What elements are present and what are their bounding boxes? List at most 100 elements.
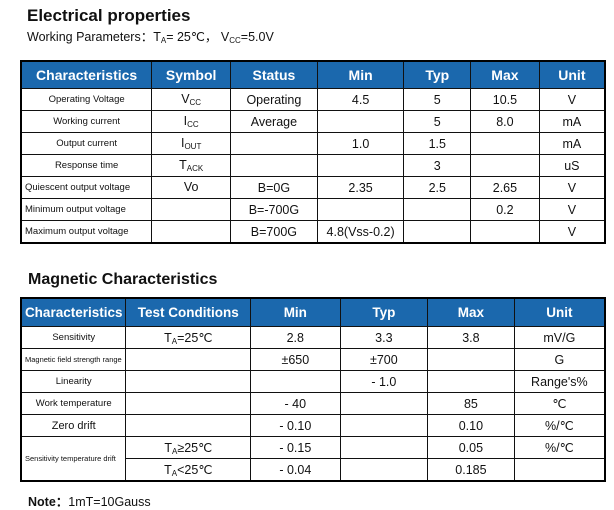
column-header: Max: [427, 297, 515, 327]
table-row: Sensitivity TA=25℃ 2.8 3.3 3.8 mV/G: [20, 326, 606, 349]
unit-cell: V: [538, 88, 606, 111]
test-condition: [125, 348, 252, 371]
unit-cell: V: [538, 220, 606, 244]
status-cell: Average: [230, 110, 318, 133]
unit-cell: V: [538, 176, 606, 199]
symbol: ICC: [151, 110, 232, 133]
test-condition: [125, 414, 252, 437]
max-cell: 85: [427, 392, 515, 415]
typ-cell: [339, 392, 429, 415]
working-parameters: Working Parameters：TA= 25℃， VCC=5.0V: [27, 26, 274, 45]
max-cell: [470, 132, 540, 155]
table-row: TA<25℃ - 0.04 0.185: [21, 458, 606, 482]
symbol-sub: CC: [187, 120, 199, 129]
cond-sub: A: [171, 468, 178, 478]
symbol-sub: ACK: [186, 164, 204, 173]
status-cell: B=700G: [230, 220, 318, 244]
table-row: Response time TACK 3 uS: [20, 154, 606, 177]
note-label: Note：: [28, 495, 69, 509]
characteristic: Zero drift: [20, 414, 127, 437]
max-cell: 0.2: [470, 198, 540, 221]
table-row: Maximum output voltage B=700G 4.8(Vss-0.2)…: [20, 220, 606, 244]
min-cell: 4.8(Vss-0.2): [316, 220, 405, 244]
ta: T: [153, 30, 161, 44]
symbol-main: I: [183, 114, 188, 128]
min-cell: 2.8: [250, 326, 341, 349]
characteristic: Work temperature: [20, 392, 127, 415]
table-row: Operating Voltage VCC Operating 4.5 5 10.5 V: [20, 88, 606, 111]
typ-cell: 1.5: [403, 132, 472, 155]
table-row: Output current IOUT 1.0 1.5 mA: [20, 132, 606, 155]
typ-cell: [403, 220, 472, 244]
max-cell: 0.185: [427, 458, 515, 482]
min-cell: [316, 154, 405, 177]
test-condition: TA≥25℃: [125, 436, 252, 459]
symbol: [151, 198, 232, 221]
column-header: Min: [250, 297, 341, 327]
characteristic: Sensitivity: [20, 326, 127, 349]
table-row: Zero drift - 0.10 0.10 %/℃: [20, 414, 606, 437]
table-row: Minimum output voltage B=-700G 0.2 V: [20, 198, 606, 221]
symbol: TACK: [151, 154, 232, 177]
typ-cell: 5: [403, 110, 472, 133]
min-cell: - 40: [250, 392, 341, 415]
note-text: 1mT=10Gauss: [68, 495, 151, 509]
min-cell: - 0.04: [250, 458, 341, 482]
cond-val: =25℃: [177, 330, 213, 345]
symbol-main: V: [181, 92, 190, 106]
unit-cell: %/℃: [513, 414, 606, 437]
min-cell: - 0.10: [250, 414, 341, 437]
ta-sub: A: [160, 36, 167, 45]
symbol-sub: CC: [189, 98, 202, 107]
symbol: VCC: [151, 88, 232, 111]
characteristic: Output current: [20, 132, 153, 155]
cond-main: T: [164, 440, 172, 455]
min-cell: 1.0: [316, 132, 405, 155]
column-header: Characteristics: [20, 297, 127, 327]
characteristic: Response time: [20, 154, 153, 177]
cond-main: T: [164, 330, 172, 345]
unit-cell: G: [513, 348, 606, 371]
vcc-sub: CC: [229, 36, 241, 45]
unit-cell: mA: [538, 110, 606, 133]
cond-val: ≥25℃: [177, 440, 213, 455]
symbol: [151, 220, 232, 244]
status-cell: B=-700G: [230, 198, 318, 221]
typ-cell: [403, 198, 472, 221]
typ-cell: 3.3: [339, 326, 429, 349]
status-cell: B=0G: [230, 176, 318, 199]
column-header: Min: [316, 60, 405, 89]
section-title-magnetic: Magnetic Characteristics: [28, 271, 218, 288]
max-cell: 0.10: [427, 414, 515, 437]
magnetic-table: Characteristics Test Conditions Min Typ Max U…: [20, 297, 606, 482]
test-condition: [125, 370, 252, 393]
column-header: Test Conditions: [125, 297, 252, 327]
max-cell: 2.65: [470, 176, 540, 199]
characteristic: Sensitivity temperature drift: [20, 436, 127, 482]
test-condition: TA=25℃: [125, 326, 252, 349]
test-condition: TA<25℃: [125, 458, 252, 482]
unit-cell: mA: [538, 132, 606, 155]
characteristic: Quiescent output voltage: [20, 176, 153, 199]
max-cell: 0.05: [427, 436, 515, 459]
max-cell: 10.5: [470, 88, 540, 111]
characteristic: Magnetic field strength range: [20, 348, 127, 371]
column-header: Symbol: [151, 60, 232, 89]
table-row: Sensitivity temperature drift TA≥25℃ - 0.1…: [20, 436, 606, 482]
column-header: Characteristics: [20, 60, 153, 89]
symbol-sub: OUT: [184, 142, 202, 151]
min-cell: 2.35: [316, 176, 405, 199]
status-cell: [230, 154, 318, 177]
column-header: Typ: [339, 297, 429, 327]
typ-cell: 3: [403, 154, 472, 177]
characteristic: Working current: [20, 110, 153, 133]
status-cell: [230, 132, 318, 155]
table-row: Work temperature - 40 85 ℃: [20, 392, 606, 415]
unit-cell: uS: [538, 154, 606, 177]
min-cell: [250, 370, 341, 393]
typ-cell: ±700: [339, 348, 429, 371]
table-row: Magnetic field strength range ±650 ±700 G: [20, 348, 606, 371]
min-cell: [316, 198, 405, 221]
column-header: Status: [230, 60, 318, 89]
characteristic: Minimum output voltage: [20, 198, 153, 221]
